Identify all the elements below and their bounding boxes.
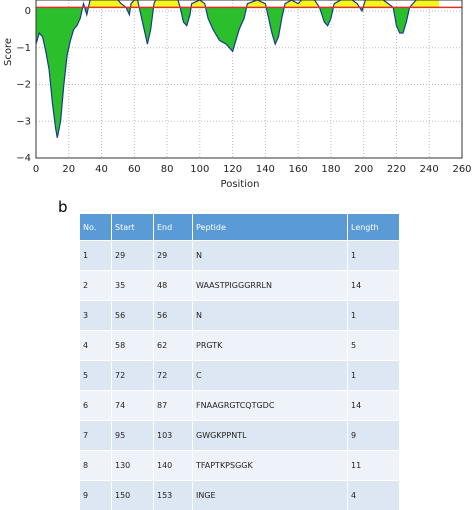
y-tick-label: −4 <box>16 153 31 164</box>
table-cell: 140 <box>154 451 193 481</box>
y-tick-label: −3 <box>16 116 31 127</box>
plot-area <box>36 0 462 138</box>
table-cell: N <box>193 241 348 271</box>
panel-label: b <box>58 198 68 216</box>
table-cell: 11 <box>348 451 400 481</box>
table-cell: 6 <box>80 391 112 421</box>
table-cell: PRGTK <box>193 331 348 361</box>
table-cell: 8 <box>80 451 112 481</box>
table-cell: 29 <box>154 241 193 271</box>
x-tick-label: 20 <box>62 164 75 175</box>
table-cell: 87 <box>154 391 193 421</box>
table-cell: 4 <box>80 331 112 361</box>
table-cell: 3 <box>80 301 112 331</box>
table-cell: 29 <box>112 241 154 271</box>
table-cell: 153 <box>154 481 193 510</box>
x-tick-label: 120 <box>223 164 242 175</box>
table-cell: 72 <box>112 361 154 391</box>
table-cell: 7 <box>80 421 112 451</box>
table-cell: 74 <box>112 391 154 421</box>
table-cell: 56 <box>154 301 193 331</box>
table-cell: GWGKPPNTL <box>193 421 348 451</box>
x-tick-label: 260 <box>452 164 471 175</box>
x-axis-label: Position <box>221 179 260 190</box>
x-tick-label: 240 <box>420 164 439 175</box>
chart: Position Score −4 −3 −2 −1 0 0 20 40 60 80 100 120 1… <box>0 0 474 196</box>
x-tick-label: 140 <box>256 164 275 175</box>
table-cell: 14 <box>348 391 400 421</box>
x-tick-label: 60 <box>128 164 141 175</box>
column-header: End <box>154 214 193 241</box>
table-cell: 4 <box>348 481 400 510</box>
table-cell: WAASTPIGGGRRLN <box>193 271 348 301</box>
table-cell: 14 <box>348 271 400 301</box>
table-cell: 9 <box>80 481 112 510</box>
x-tick-label: 220 <box>387 164 406 175</box>
table-cell: 103 <box>154 421 193 451</box>
table-cell: 62 <box>154 331 193 361</box>
y-tick-label: 0 <box>25 6 31 17</box>
x-tick-label: 160 <box>289 164 308 175</box>
table-cell: 9 <box>348 421 400 451</box>
x-tick-label: 100 <box>190 164 209 175</box>
column-header: Length <box>348 214 400 241</box>
x-tick-label: 180 <box>321 164 340 175</box>
below-region <box>36 0 439 138</box>
table-cell: 58 <box>112 331 154 361</box>
column-header: Peptide <box>193 214 348 241</box>
table-cell: 1 <box>348 241 400 271</box>
table-cell: 5 <box>80 361 112 391</box>
table-cell: 150 <box>112 481 154 510</box>
table-cell: 95 <box>112 421 154 451</box>
table-cell: 48 <box>154 271 193 301</box>
column-header: Start <box>112 214 154 241</box>
y-tick-label: −2 <box>16 80 31 91</box>
table-cell: TFAPTKPSGGK <box>193 451 348 481</box>
table-cell: 72 <box>154 361 193 391</box>
table-cell: 35 <box>112 271 154 301</box>
table-cell: C <box>193 361 348 391</box>
table-cell: 1 <box>348 361 400 391</box>
y-axis-label: Score <box>3 38 14 66</box>
table-cell: 56 <box>112 301 154 331</box>
below-area <box>36 0 439 138</box>
table-cell: 1 <box>80 241 112 271</box>
table-cell: 130 <box>112 451 154 481</box>
table-cell: INGE <box>193 481 348 510</box>
table-cell: FNAAGRGTCQTGDC <box>193 391 348 421</box>
x-tick-label: 200 <box>354 164 373 175</box>
table-cell: N <box>193 301 348 331</box>
x-tick-label: 40 <box>95 164 108 175</box>
table-cell: 2 <box>80 271 112 301</box>
page: {"chart_data":{"type":"area","xlabel":"P… <box>0 0 474 474</box>
table-cell: 1 <box>348 301 400 331</box>
table-cell: 5 <box>348 331 400 361</box>
x-tick-label: 0 <box>33 164 39 175</box>
column-header: No. <box>80 214 112 241</box>
y-tick-label: −1 <box>16 43 31 54</box>
x-tick-label: 80 <box>161 164 174 175</box>
